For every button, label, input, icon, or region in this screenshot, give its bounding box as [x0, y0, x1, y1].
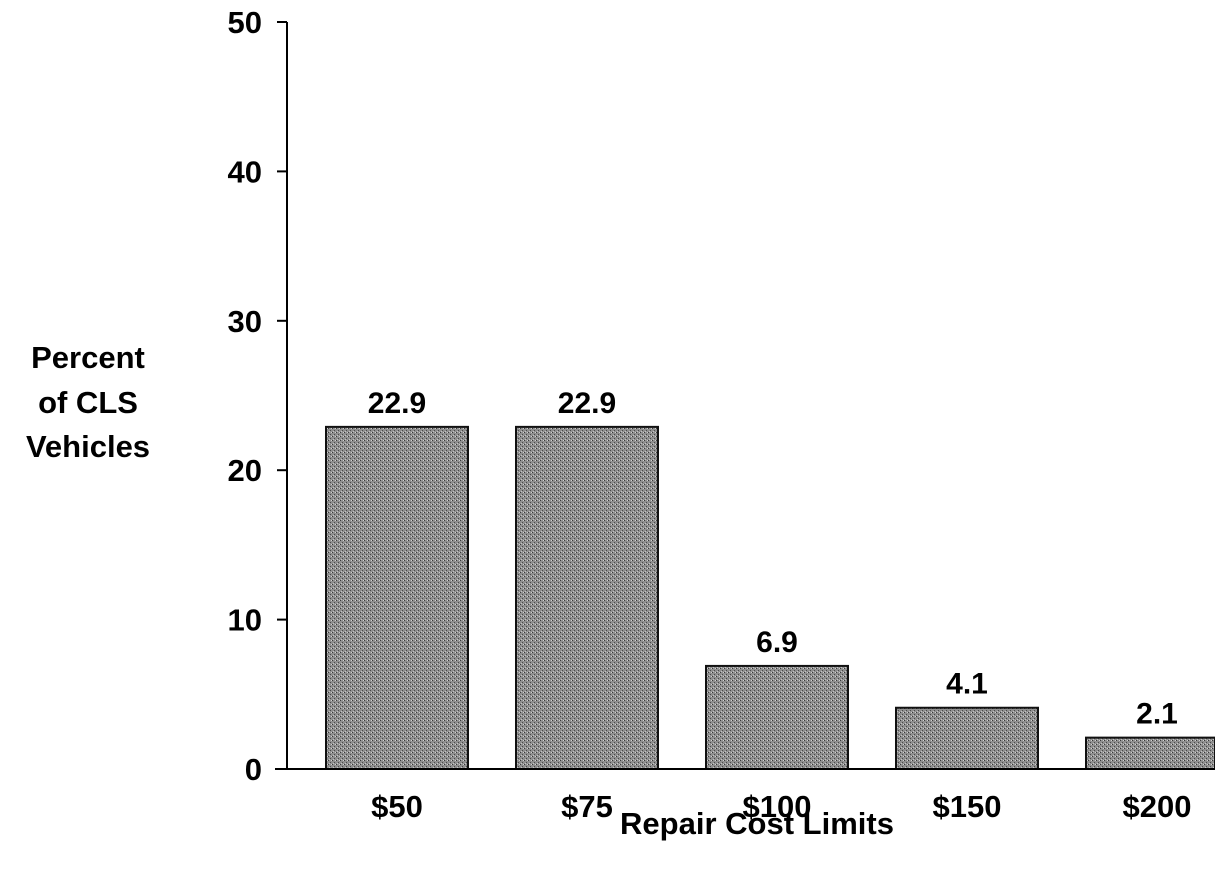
data-label: 22.9 — [558, 387, 616, 420]
x-axis: $50 $75 $100 $150 $200 — [275, 768, 1215, 824]
y-axis-title: Percent of CLS Vehicles — [26, 340, 150, 464]
y-axis: 0 10 20 30 40 50 — [228, 5, 288, 787]
y-tick-label: 10 — [228, 603, 262, 638]
bars — [325, 425, 1215, 770]
x-tick-label: $200 — [1123, 789, 1192, 824]
y-tick-label: 20 — [228, 453, 262, 488]
bar — [705, 664, 849, 770]
x-tick-label: $100 — [743, 789, 812, 824]
data-labels: 22.9 22.9 6.9 4.1 2.1 — [368, 387, 1178, 731]
bar — [325, 425, 469, 770]
y-tick-label: 30 — [228, 304, 262, 339]
x-tick-label: $150 — [933, 789, 1002, 824]
data-label: 6.9 — [756, 626, 798, 659]
y-axis-title-line-1: Percent — [31, 340, 145, 375]
data-label: 4.1 — [946, 668, 988, 701]
data-label: 2.1 — [1136, 698, 1178, 731]
x-tick-label: $75 — [561, 789, 613, 824]
data-label: 22.9 — [368, 387, 426, 420]
bar — [895, 706, 1039, 770]
y-tick-label: 50 — [228, 5, 262, 40]
x-axis-title: Repair Cost Limits — [620, 806, 894, 841]
y-axis-title-line-2: of CLS — [38, 385, 138, 420]
y-tick-label: 40 — [228, 154, 262, 189]
y-axis-title-line-3: Vehicles — [26, 429, 150, 464]
bar — [515, 425, 659, 770]
y-tick-label: 0 — [245, 752, 262, 787]
x-tick-label: $50 — [371, 789, 423, 824]
bar — [1085, 736, 1215, 770]
